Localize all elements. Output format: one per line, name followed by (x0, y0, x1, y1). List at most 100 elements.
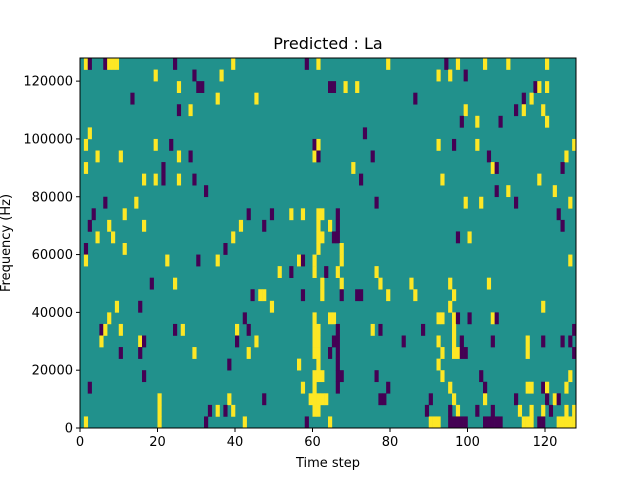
heatmap-cell (362, 127, 368, 140)
heatmap-cell (467, 312, 472, 325)
heatmap-cell (355, 289, 360, 302)
y-tick-label: 0 (65, 422, 73, 437)
heatmap-cell (231, 231, 236, 244)
heatmap-cell (207, 404, 213, 417)
heatmap-cell (114, 58, 120, 70)
heatmap-cell (560, 162, 565, 174)
x-axis: 0 20 40 60 80 100 120 (76, 428, 558, 450)
heatmap-cell (242, 312, 247, 325)
heatmap-cell (269, 208, 275, 221)
heatmap-cell (107, 58, 112, 70)
heatmap-cell (83, 243, 89, 255)
x-tick-label: 0 (76, 435, 84, 450)
heatmap-cell (436, 358, 441, 371)
heatmap-cell (452, 347, 457, 359)
heatmap-cell (506, 58, 511, 70)
heatmap-cell (142, 370, 147, 383)
heatmap-cell (440, 312, 445, 325)
heatmap-cell (355, 81, 360, 93)
heatmap-cell (95, 150, 100, 163)
heatmap-cell (246, 208, 251, 221)
heatmap-cell (378, 277, 383, 290)
heatmap-cell (552, 393, 557, 406)
heatmap-cell (436, 69, 441, 82)
heatmap-cell (142, 173, 147, 186)
heatmap-cell (560, 335, 565, 348)
heatmap-cell (258, 289, 263, 302)
heatmap-cell (246, 323, 251, 336)
heatmap-cell (541, 416, 546, 429)
heatmap-cell (413, 289, 418, 302)
heatmap-cell (289, 266, 294, 278)
heatmap-cell (572, 404, 577, 417)
heatmap-cell (370, 323, 375, 336)
heatmap-cell (413, 92, 418, 105)
heatmap-cell (227, 358, 232, 371)
heatmap-cell (475, 138, 480, 151)
heatmap-cell (192, 69, 197, 82)
heatmap-cell (320, 393, 325, 406)
heatmap-cell (219, 69, 224, 82)
heatmap-cell (242, 416, 247, 429)
heatmap-cell (556, 208, 561, 221)
heatmap-cell (316, 58, 321, 70)
heatmap-cell (525, 381, 530, 394)
heatmap-cell (455, 416, 461, 429)
heatmap-cell (103, 323, 108, 336)
heatmap-cell (312, 266, 317, 278)
x-tick-label: 100 (455, 435, 480, 450)
heatmap-cell (436, 138, 441, 151)
y-axis-label: Frequency (Hz) (0, 194, 14, 292)
heatmap-cell (312, 347, 317, 359)
heatmap-cell (300, 208, 306, 221)
heatmap-cell (545, 381, 550, 394)
heatmap-cell (409, 277, 414, 290)
heatmap-cell (564, 381, 569, 394)
x-tick-label: 20 (149, 435, 166, 450)
heatmap-cell (556, 393, 561, 406)
heatmap-cell (188, 150, 193, 163)
heatmap-cell (432, 416, 437, 429)
heatmap-cell (386, 381, 391, 394)
heatmap-cell (320, 370, 325, 383)
heatmap-cell (328, 347, 333, 359)
heatmap-cell (83, 254, 89, 267)
heatmap-cell (262, 289, 267, 302)
heatmap-cell (312, 393, 317, 406)
heatmap-cell (320, 231, 325, 244)
heatmap-cell (316, 358, 321, 371)
heatmap-cell (339, 277, 344, 290)
x-tick-label: 120 (533, 435, 558, 450)
heatmap-cell (254, 335, 259, 348)
heatmap-cell (316, 138, 321, 151)
heatmap-cell (436, 416, 441, 429)
heatmap-cell (328, 219, 333, 232)
heatmap-cell (374, 370, 379, 383)
heatmap-cell (436, 335, 441, 348)
heatmap-cell (498, 115, 503, 128)
heatmap-cell (176, 81, 182, 93)
y-tick-label: 60000 (32, 248, 73, 263)
heatmap-cell (161, 173, 166, 186)
heatmap-cell (157, 404, 162, 417)
heatmap-cell (335, 219, 340, 232)
heatmap-cell (312, 150, 317, 163)
heatmap-cell (316, 323, 321, 336)
heatmap-cell (440, 347, 445, 359)
heatmap-cell (525, 335, 530, 348)
heatmap-cell (459, 335, 464, 348)
heatmap-cell (545, 58, 550, 70)
heatmap-cell (545, 393, 550, 406)
heatmap-cell (304, 416, 309, 429)
heatmap-cell (149, 277, 154, 290)
y-tick-label: 100000 (23, 132, 73, 147)
heatmap-cell (114, 300, 120, 313)
heatmap-cell (304, 58, 309, 70)
heatmap-cell (335, 358, 340, 371)
heatmap-cell (111, 58, 116, 70)
heatmap-cell (122, 243, 127, 255)
heatmap-cell (378, 323, 383, 336)
heatmap-cell (455, 58, 461, 70)
heatmap-cell (386, 289, 391, 302)
